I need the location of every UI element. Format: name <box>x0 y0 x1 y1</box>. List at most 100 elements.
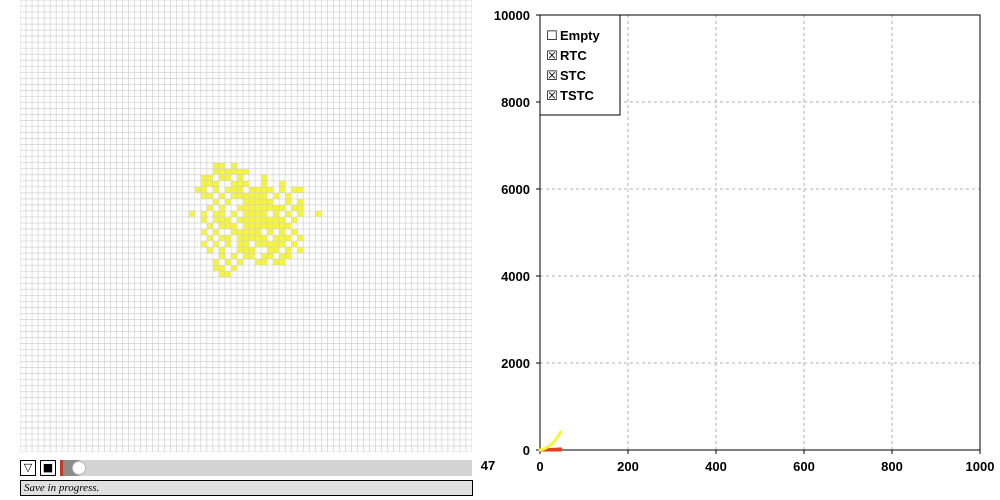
grid-cell-active[interactable] <box>218 253 225 260</box>
grid-cell-active[interactable] <box>255 192 262 199</box>
grid-cell-active[interactable] <box>212 229 219 236</box>
grid-cell-active[interactable] <box>242 229 250 236</box>
grid-cell-active[interactable] <box>267 229 274 236</box>
grid-cell-active[interactable] <box>224 168 231 175</box>
checked-box-icon[interactable]: ☒ <box>546 89 558 104</box>
grid-cell-active[interactable] <box>285 210 292 217</box>
grid-cell-active[interactable] <box>279 180 286 187</box>
grid-cell-active[interactable] <box>236 235 243 242</box>
grid-cell-active[interactable] <box>261 216 268 223</box>
grid-cell-active[interactable] <box>230 253 237 260</box>
grid-cell-active[interactable] <box>224 241 231 248</box>
grid-cell-active[interactable] <box>206 180 213 187</box>
checked-box-icon[interactable]: ☒ <box>546 69 558 84</box>
grid-cell-active[interactable] <box>291 229 298 236</box>
grid-cell-active[interactable] <box>212 216 219 223</box>
grid-cell-active[interactable] <box>249 216 256 223</box>
grid-cell-active[interactable] <box>212 180 219 187</box>
grid-cell-active[interactable] <box>291 186 298 193</box>
grid-cell-active[interactable] <box>224 186 231 193</box>
grid-cell-active[interactable] <box>242 247 250 254</box>
grid-cell-active[interactable] <box>218 265 225 272</box>
grid-cell-active[interactable] <box>291 204 298 211</box>
grid-cell-active[interactable] <box>249 210 256 217</box>
grid-cell-active[interactable] <box>285 253 292 260</box>
grid-cell-active[interactable] <box>255 210 262 217</box>
grid-cell-active[interactable] <box>218 174 225 181</box>
grid-cell-active[interactable] <box>279 222 286 230</box>
grid-cell-active[interactable] <box>273 192 280 199</box>
grid-cell-active[interactable] <box>285 247 292 254</box>
grid-cell-active[interactable] <box>249 204 256 211</box>
grid-cell-active[interactable] <box>230 210 237 217</box>
grid-cell-active[interactable] <box>236 168 243 175</box>
grid-cell-active[interactable] <box>279 186 286 193</box>
grid-cell-active[interactable] <box>261 198 268 205</box>
grid-cell-active[interactable] <box>249 229 256 236</box>
grid-cell-active[interactable] <box>212 168 219 175</box>
grid-cell-active[interactable] <box>261 259 268 266</box>
grid-cell-active[interactable] <box>249 198 256 205</box>
grid-cell-active[interactable] <box>242 235 250 242</box>
grid-cell-active[interactable] <box>285 235 292 242</box>
grid-cell-active[interactable] <box>206 204 213 211</box>
grid-cell-active[interactable] <box>212 259 219 266</box>
grid-cell-active[interactable] <box>297 204 304 211</box>
grid-cell-active[interactable] <box>230 265 237 272</box>
grid-cell-active[interactable] <box>230 222 237 230</box>
grid-cell-active[interactable] <box>236 247 243 254</box>
grid-cell-active[interactable] <box>255 259 262 266</box>
grid-cell-active[interactable] <box>267 198 274 205</box>
grid-cell-active[interactable] <box>273 222 280 230</box>
grid-cell-active[interactable] <box>273 247 280 254</box>
grid-cell-active[interactable] <box>249 186 256 193</box>
grid-cell-active[interactable] <box>255 216 262 223</box>
grid-cell-active[interactable] <box>297 235 304 242</box>
grid-cell-active[interactable] <box>242 198 250 205</box>
grid-cell-active[interactable] <box>224 216 231 223</box>
grid-cell-active[interactable] <box>200 186 207 193</box>
grid-cell-active[interactable] <box>261 180 268 187</box>
grid-cell-active[interactable] <box>218 271 225 278</box>
grid-cell-active[interactable] <box>230 229 237 236</box>
grid-cell-active[interactable] <box>230 192 237 199</box>
grid-cell-active[interactable] <box>297 198 304 205</box>
grid-cell-active[interactable] <box>267 253 274 260</box>
grid-cell-active[interactable] <box>285 222 292 230</box>
grid-cell-active[interactable] <box>236 186 243 193</box>
grid-cell-active[interactable] <box>224 174 231 181</box>
grid-cell-active[interactable] <box>212 210 219 217</box>
grid-cell-active[interactable] <box>267 247 274 254</box>
grid-cell-active[interactable] <box>279 204 286 211</box>
grid-cell-active[interactable] <box>279 253 286 260</box>
grid-cell-active[interactable] <box>255 241 262 248</box>
grid-cell-active[interactable] <box>218 162 225 169</box>
grid-cell-active[interactable] <box>261 204 268 211</box>
grid-cell-active[interactable] <box>255 229 262 236</box>
grid-cell-active[interactable] <box>212 265 219 272</box>
grid-cell-active[interactable] <box>273 210 280 217</box>
grid-cell-active[interactable] <box>224 271 231 278</box>
grid-cell-active[interactable] <box>291 216 298 223</box>
cell-grid-canvas[interactable] <box>20 0 472 452</box>
grid-cell-active[interactable] <box>212 162 219 169</box>
grid-cell-active[interactable] <box>267 186 274 193</box>
grid-cell-active[interactable] <box>242 168 250 175</box>
grid-cell-active[interactable] <box>218 168 225 175</box>
grid-cell-active[interactable] <box>261 241 268 248</box>
grid-cell-active[interactable] <box>236 204 243 211</box>
grid-cell-active[interactable] <box>261 222 268 230</box>
grid-cell-active[interactable] <box>297 186 304 193</box>
grid-cell-active[interactable] <box>255 186 262 193</box>
grid-cell-active[interactable] <box>261 192 268 199</box>
grid-cell-active[interactable] <box>291 241 298 248</box>
grid-cell-active[interactable] <box>255 235 262 242</box>
step-slider[interactable] <box>60 460 472 476</box>
grid-cell-active[interactable] <box>236 241 243 248</box>
grid-cell-active[interactable] <box>297 247 304 254</box>
grid-cell-active[interactable] <box>279 216 286 223</box>
grid-cell-active[interactable] <box>279 241 286 248</box>
grid-cell-active[interactable] <box>236 174 243 181</box>
grid-cell-active[interactable] <box>224 198 231 205</box>
grid-cell-active[interactable] <box>285 198 292 205</box>
